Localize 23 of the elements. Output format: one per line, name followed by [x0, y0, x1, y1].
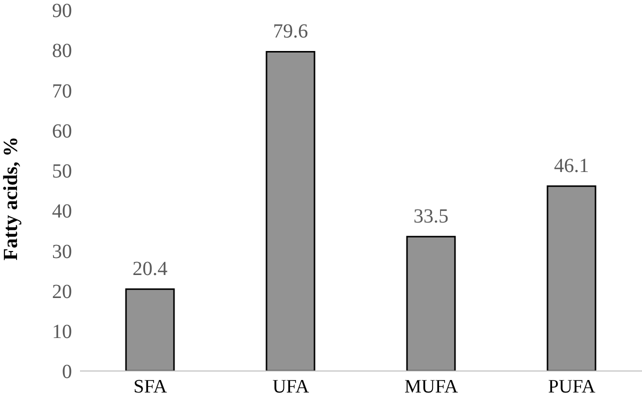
bar — [266, 50, 316, 371]
x-tick-label: MUFA — [404, 376, 458, 398]
x-tick-label: SFA — [134, 376, 168, 398]
data-label: 20.4 — [132, 258, 168, 280]
y-tick-label: 80 — [52, 40, 72, 62]
y-tick-label: 30 — [52, 240, 72, 263]
bar — [546, 185, 596, 371]
data-label: 33.5 — [414, 206, 448, 228]
y-tick-label: 20 — [52, 280, 72, 303]
data-label: 46.1 — [554, 155, 589, 178]
y-tick-label: 60 — [52, 120, 72, 142]
y-tick-label: 40 — [52, 200, 72, 223]
y-tick-label: 90 — [52, 0, 72, 22]
y-tick-label: 50 — [52, 160, 72, 183]
y-axis-title: Fatty acids, % — [0, 136, 22, 260]
x-tick-label: UFA — [272, 376, 310, 398]
y-tick-label: 0 — [62, 361, 72, 384]
y-tick-label: 10 — [52, 320, 72, 343]
x-tick-label: PUFA — [548, 376, 596, 398]
y-tick-label: 70 — [52, 80, 72, 102]
data-label: 79.6 — [273, 20, 308, 43]
bar — [125, 288, 175, 371]
bar — [406, 236, 456, 371]
